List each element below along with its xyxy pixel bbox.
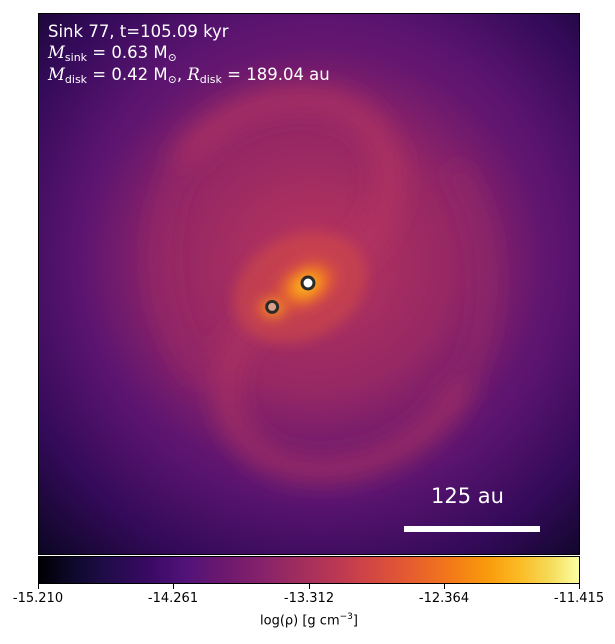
rdisk-subscript: disk	[199, 73, 222, 86]
colorbar-label-exponent: −3	[339, 612, 353, 622]
disk-properties-label: Mdisk = 0.42 M⊙, Rdisk = 189.04 au	[48, 64, 330, 85]
msink-symbol: M	[48, 43, 65, 62]
msink-subscript: sink	[64, 51, 88, 64]
density-map	[39, 14, 579, 554]
colorbar-tick-label-1: -14.261	[147, 591, 199, 606]
colorbar-tick-0	[38, 584, 39, 589]
sink-time-label: Sink 77, t=105.09 kyr	[48, 22, 229, 41]
density-map-panel: Sink 77, t=105.09 kyr Msink = 0.63 M⊙ Md…	[38, 13, 580, 555]
colorbar-label-suffix: ]	[352, 613, 358, 629]
scale-bar	[404, 526, 540, 532]
colorbar-tick-3	[444, 584, 445, 589]
rdisk-value: = 189.04 au	[221, 65, 330, 84]
sink-mass-label: Msink = 0.63 M⊙	[48, 42, 177, 63]
scale-bar-label: 125 au	[431, 484, 504, 508]
colorbar-tick-label-4: -11.415	[553, 591, 605, 606]
msink-value: = 0.63 M	[87, 43, 168, 62]
solar-symbol: ⊙	[167, 73, 177, 86]
rdisk-symbol: R	[187, 65, 200, 84]
colorbar-label-text: log(ρ) [g cm	[260, 613, 340, 629]
colorbar-label: log(ρ) [g cm−3]	[260, 612, 358, 628]
colorbar-tick-1	[173, 584, 174, 589]
colorbar-tick-2	[309, 584, 310, 589]
mdisk-value: = 0.42 M	[87, 65, 168, 84]
colorbar	[38, 556, 580, 584]
colorbar-tick-label-3: -12.364	[418, 591, 470, 606]
colorbar-tick-label-0: -15.210	[12, 591, 64, 606]
sink-marker-primary	[300, 275, 316, 291]
colorbar-tick-4	[579, 584, 580, 589]
mdisk-subscript: disk	[64, 73, 88, 86]
colorbar-tick-label-2: -13.312	[283, 591, 335, 606]
separator: ,	[176, 65, 188, 84]
mdisk-symbol: M	[48, 65, 65, 84]
solar-symbol: ⊙	[167, 51, 177, 64]
sink-marker-secondary	[265, 299, 280, 314]
